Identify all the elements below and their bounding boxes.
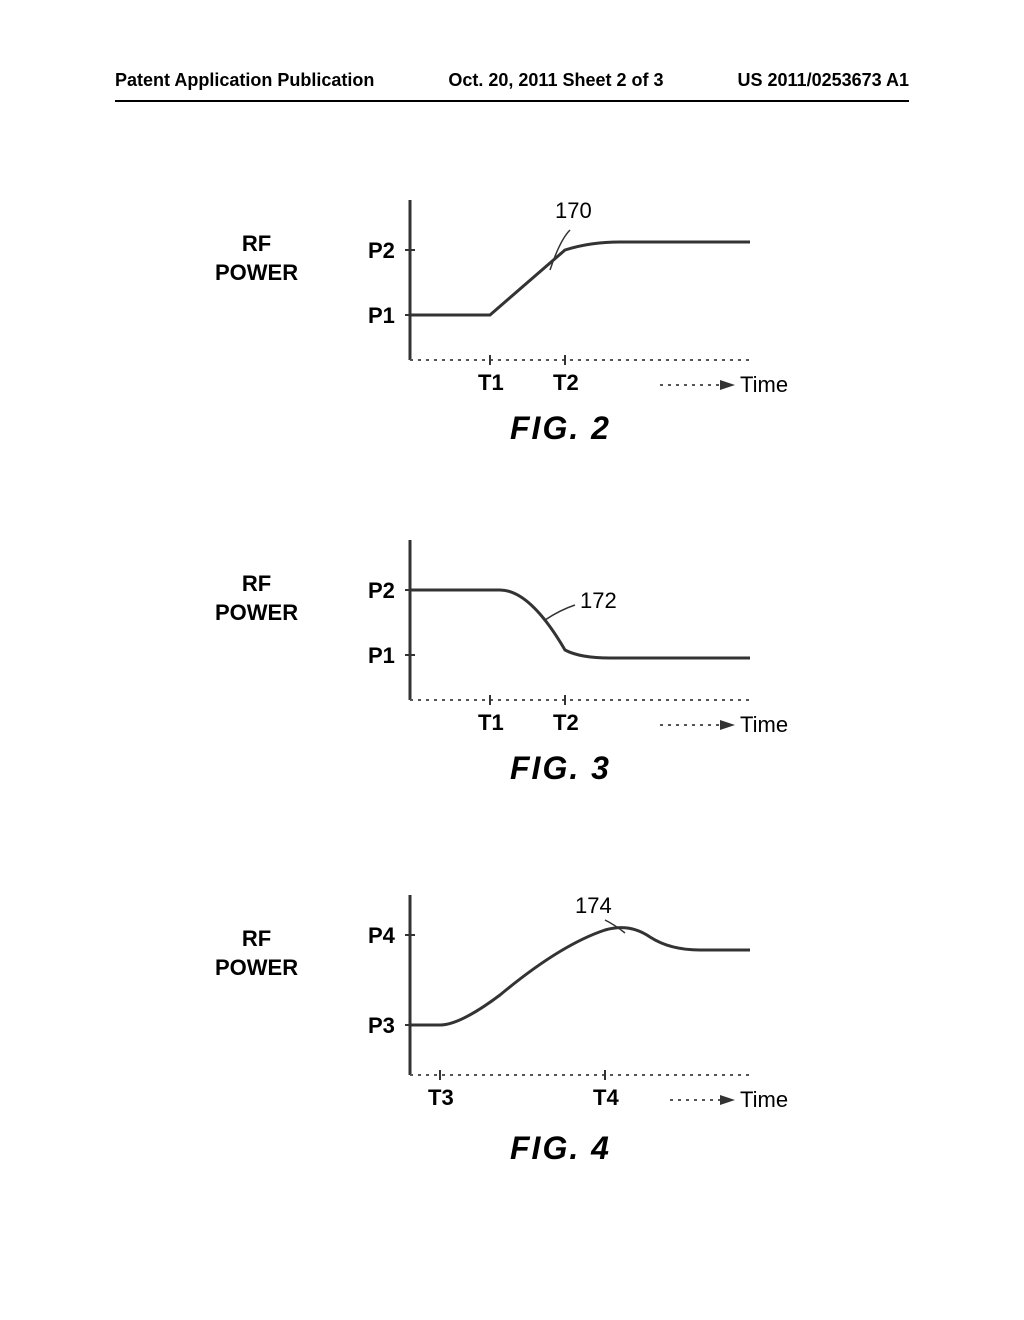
fig2-p1-label: P1 (368, 303, 395, 329)
fig2-chart: P2 P1 T1 T2 170 Time (380, 180, 830, 380)
header-left: Patent Application Publication (115, 70, 374, 91)
fig2-t1-label: T1 (478, 370, 504, 396)
fig4-chart: P4 P3 T3 T4 174 Time (380, 875, 830, 1075)
fig2-t2-label: T2 (553, 370, 579, 396)
figure-4: RF POWER P4 P3 T3 T4 174 Time (0, 830, 1024, 1170)
fig3-curve-label: 172 (580, 588, 617, 614)
fig3-caption: FIG. 3 (510, 750, 611, 787)
fig4-p4-label: P4 (368, 923, 395, 949)
fig4-y-label: RF POWER (215, 925, 298, 982)
fig3-chart: P2 P1 T1 T2 172 Time (380, 520, 830, 720)
fig3-p1-label: P1 (368, 643, 395, 669)
fig2-y-label: RF POWER (215, 230, 298, 287)
fig4-p3-label: P3 (368, 1013, 395, 1039)
fig2-p2-label: P2 (368, 238, 395, 264)
fig4-curve-label: 174 (575, 893, 612, 919)
fig3-time-label: Time (740, 712, 788, 738)
fig4-time-label: Time (740, 1087, 788, 1113)
fig2-curve-label: 170 (555, 198, 592, 224)
page-header: Patent Application Publication Oct. 20, … (0, 70, 1024, 91)
fig4-caption: FIG. 4 (510, 1130, 611, 1167)
fig3-t2-label: T2 (553, 710, 579, 736)
header-center: Oct. 20, 2011 Sheet 2 of 3 (448, 70, 663, 91)
header-right: US 2011/0253673 A1 (738, 70, 909, 91)
fig4-t4-label: T4 (593, 1085, 619, 1111)
fig3-y-label: RF POWER (215, 570, 298, 627)
fig2-time-label: Time (740, 372, 788, 398)
fig3-p2-label: P2 (368, 578, 395, 604)
header-divider (115, 100, 909, 102)
figure-3: RF POWER P2 P1 T1 T2 172 Time (0, 490, 1024, 790)
fig3-t1-label: T1 (478, 710, 504, 736)
fig2-caption: FIG. 2 (510, 410, 611, 447)
fig4-t3-label: T3 (428, 1085, 454, 1111)
figure-2: RF POWER P2 P1 T1 T2 170 Time (0, 150, 1024, 450)
